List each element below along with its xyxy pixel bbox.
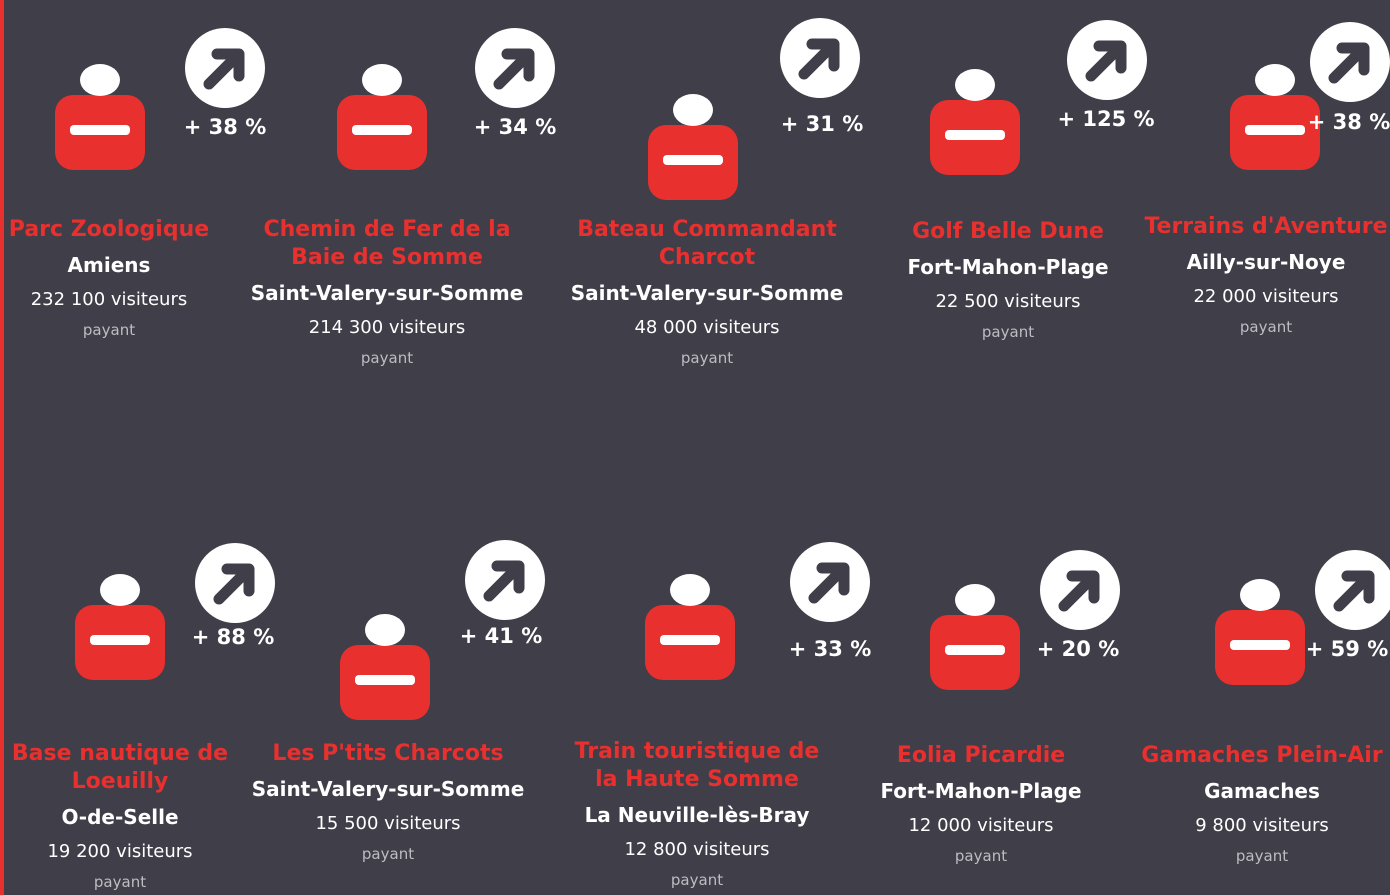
growth-label: + 34 %	[474, 115, 556, 139]
site-visitors: 48 000 visiteurs	[634, 316, 779, 340]
site-name: Chemin de Fer de la Baie de Somme	[252, 216, 522, 272]
site-card: Parc Zoologique Amiens 232 100 visiteurs pa…	[0, 216, 249, 340]
icon	[1230, 64, 1320, 170]
growth-label: + 33 %	[789, 637, 871, 661]
site-note: payant	[982, 322, 1034, 342]
site-visitors: 15 500 visiteurs	[315, 812, 460, 836]
site-note: payant	[671, 870, 723, 890]
icon-top	[955, 584, 995, 616]
growth-label: + 31 %	[781, 112, 863, 136]
icon-detail	[1245, 125, 1305, 135]
growth-label: + 38 %	[184, 115, 266, 139]
icon-detail	[945, 130, 1005, 140]
page: + 38 % + 34 % + 31 % + 125 % + 38 % + 88 % + 4…	[0, 0, 1390, 895]
site-note: payant	[83, 320, 135, 340]
site-visitors: 22 500 visiteurs	[935, 290, 1080, 314]
icon	[337, 64, 427, 170]
site-name: Bateau Commandant Charcot	[572, 216, 842, 272]
icon-top	[365, 614, 405, 646]
icon	[648, 94, 738, 200]
site-place: Fort-Mahon-Plage	[880, 778, 1081, 804]
site-visitors: 232 100 visiteurs	[31, 288, 188, 312]
icon-top	[955, 69, 995, 101]
icon	[930, 584, 1020, 690]
site-card: Train touristique de la Haute Somme La Ne…	[557, 738, 837, 890]
icon-top	[1240, 579, 1280, 611]
site-card: Chemin de Fer de la Baie de Somme Saint-V…	[247, 216, 527, 368]
site-note: payant	[681, 348, 733, 368]
icon-detail	[90, 635, 150, 645]
site-visitors: 19 200 visiteurs	[47, 840, 192, 864]
icon-top	[1255, 64, 1295, 96]
icon-detail	[70, 125, 130, 135]
site-place: Saint-Valery-sur-Somme	[571, 280, 844, 306]
site-note: payant	[362, 844, 414, 864]
site-note: payant	[361, 348, 413, 368]
icon-top	[80, 64, 120, 96]
icon-detail	[355, 675, 415, 685]
site-card: Golf Belle Dune Fort-Mahon-Plage 22 500 vi…	[868, 218, 1148, 342]
growth-label: + 125 %	[1057, 107, 1154, 131]
site-place: O-de-Selle	[61, 804, 178, 830]
icon-detail	[945, 645, 1005, 655]
site-visitors: 22 000 visiteurs	[1193, 285, 1338, 309]
icon-top	[673, 94, 713, 126]
site-note: payant	[955, 846, 1007, 866]
site-name: Terrains d'Aventure	[1131, 213, 1390, 241]
growth-label: + 20 %	[1037, 637, 1119, 661]
icon-detail	[663, 155, 723, 165]
growth-label: + 88 %	[192, 625, 274, 649]
icon	[645, 574, 735, 680]
site-name: Train touristique de la Haute Somme	[562, 738, 832, 794]
site-card: Eolia Picardie Fort-Mahon-Plage 12 000 vis…	[841, 742, 1121, 866]
site-card: Les P'tits Charcots Saint-Valery-sur-Somm…	[248, 740, 528, 864]
site-note: payant	[1236, 846, 1288, 866]
site-note: payant	[1240, 317, 1292, 337]
growth-label: + 38 %	[1308, 110, 1390, 134]
site-place: Saint-Valery-sur-Somme	[252, 776, 525, 802]
site-card: Gamaches Plein-Air Gamaches 9 800 visiteur…	[1122, 742, 1390, 866]
icon-detail	[660, 635, 720, 645]
site-place: Saint-Valery-sur-Somme	[251, 280, 524, 306]
site-card: Bateau Commandant Charcot Saint-Valery-su…	[567, 216, 847, 368]
site-name: Eolia Picardie	[846, 742, 1116, 770]
site-visitors: 12 000 visiteurs	[908, 814, 1053, 838]
site-place: La Neuville-lès-Bray	[585, 802, 810, 828]
icon	[1215, 579, 1305, 685]
site-place: Gamaches	[1204, 778, 1320, 804]
site-name: Golf Belle Dune	[873, 218, 1143, 246]
icon-top	[100, 574, 140, 606]
icon	[55, 64, 145, 170]
site-visitors: 9 800 visiteurs	[1195, 814, 1329, 838]
icon-top	[362, 64, 402, 96]
icon-top	[670, 574, 710, 606]
site-visitors: 12 800 visiteurs	[624, 838, 769, 862]
site-card: Terrains d'Aventure Ailly-sur-Noye 22 000 …	[1126, 213, 1390, 337]
icon	[340, 614, 430, 720]
site-name: Base nautique de Loeuilly	[0, 740, 255, 796]
icon	[930, 69, 1020, 175]
site-place: Amiens	[68, 252, 151, 278]
site-name: Gamaches Plein-Air	[1127, 742, 1390, 770]
growth-label: + 41 %	[460, 624, 542, 648]
icon-detail	[1230, 640, 1290, 650]
site-place: Fort-Mahon-Plage	[907, 254, 1108, 280]
site-place: Ailly-sur-Noye	[1187, 249, 1346, 275]
growth-label: + 59 %	[1306, 637, 1388, 661]
site-visitors: 214 300 visiteurs	[309, 316, 466, 340]
site-note: payant	[94, 872, 146, 892]
site-card: Base nautique de Loeuilly O-de-Selle 19 20…	[0, 740, 260, 892]
site-name: Parc Zoologique	[0, 216, 244, 244]
icon	[75, 574, 165, 680]
icon-detail	[352, 125, 412, 135]
site-name: Les P'tits Charcots	[253, 740, 523, 768]
